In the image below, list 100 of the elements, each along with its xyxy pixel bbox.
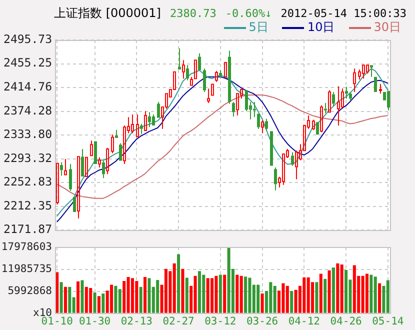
candlestick — [253, 102, 256, 118]
bar — [122, 281, 126, 313]
candlestick — [77, 156, 80, 219]
candlestick — [203, 68, 206, 92]
y-tick-label: 5992868 — [8, 285, 52, 298]
y-tick-label: 2252.83 — [4, 174, 52, 189]
y-tick-label: 2374.28 — [4, 103, 52, 118]
y-tick-label: 11985735 — [1, 263, 52, 276]
bar — [306, 277, 310, 313]
candlestick — [379, 83, 382, 94]
x-tick-label: 01-30 — [78, 315, 111, 328]
candlestick — [219, 70, 222, 78]
bar — [89, 288, 92, 313]
candlestick — [198, 52, 201, 70]
candlestick — [182, 60, 185, 80]
x-tick-label: 02-13 — [120, 315, 152, 328]
bar — [286, 286, 289, 313]
bar — [370, 274, 373, 313]
bar — [139, 286, 142, 313]
bar — [198, 271, 201, 313]
candlestick — [224, 62, 227, 78]
bar — [214, 276, 218, 313]
candlestick — [81, 148, 84, 176]
candlestick — [207, 88, 210, 104]
legend-label: 5日 — [248, 19, 268, 36]
bar — [135, 281, 138, 313]
candlestick — [64, 158, 67, 176]
candlestick — [274, 166, 277, 191]
bar — [118, 289, 122, 313]
bar — [336, 263, 340, 313]
bar — [148, 278, 151, 313]
candlestick — [232, 102, 235, 117]
bar — [206, 278, 210, 313]
bar — [114, 286, 118, 313]
candlestick — [374, 76, 377, 92]
candlestick — [148, 112, 151, 128]
legend-label: 10日 — [307, 19, 335, 36]
text: 2380.73 — [170, 7, 216, 20]
bar — [340, 264, 344, 313]
candlestick — [332, 91, 335, 107]
bar — [80, 280, 84, 313]
candlestick — [349, 91, 352, 101]
bar — [315, 282, 318, 313]
bar — [60, 282, 63, 313]
bar — [172, 263, 176, 313]
candlestick — [257, 114, 260, 130]
bar — [156, 280, 160, 313]
candlestick — [102, 160, 105, 179]
bar — [352, 265, 356, 313]
candlestick — [115, 129, 118, 138]
y-tick-label: 2333.80 — [4, 127, 52, 142]
x-tick-label: 04-26 — [330, 315, 362, 328]
bar — [185, 278, 188, 313]
bar — [240, 276, 243, 313]
bar — [126, 277, 130, 313]
candlestick — [152, 114, 155, 126]
candlestick — [211, 84, 214, 96]
y-tick-label: 2293.32 — [4, 150, 52, 165]
bar — [365, 274, 368, 313]
bar — [144, 277, 147, 313]
y-tick-label: 2414.76 — [4, 80, 52, 94]
candlestick — [316, 122, 319, 135]
candlestick — [270, 131, 273, 166]
candlestick — [85, 156, 88, 177]
bar — [324, 278, 327, 313]
bar — [64, 286, 67, 313]
y-tick-label: 2171.87 — [4, 222, 52, 236]
bar — [68, 286, 72, 313]
bar — [164, 268, 168, 313]
x-tick-label: 04-12 — [288, 315, 320, 328]
candlestick — [131, 114, 134, 134]
candlestick — [362, 64, 365, 80]
bar — [248, 278, 252, 313]
bar — [210, 278, 214, 313]
candlestick — [370, 65, 373, 78]
candlestick — [178, 48, 181, 70]
x-tick-label: 03-26 — [246, 315, 278, 328]
bar — [177, 254, 180, 313]
bar — [102, 294, 105, 313]
candlestick — [144, 110, 147, 132]
candlestick — [194, 60, 197, 80]
candlestick — [140, 123, 143, 134]
candlestick — [324, 102, 327, 114]
y-tick-label: 2455.25 — [4, 56, 52, 70]
bar — [97, 296, 100, 313]
bar — [256, 284, 260, 313]
candlestick — [69, 164, 72, 192]
bar — [218, 274, 222, 313]
bar — [76, 281, 80, 313]
candlestick — [60, 162, 63, 176]
x-tick-label: 05-14 — [372, 315, 404, 328]
x-tick-label: 02-27 — [162, 315, 194, 328]
candlestick — [295, 150, 298, 180]
bar — [269, 282, 272, 313]
bar — [273, 286, 276, 313]
bar — [361, 276, 364, 313]
bar — [332, 267, 335, 313]
y-tick-label: 17978603 — [1, 241, 52, 254]
candlestick — [353, 68, 356, 92]
bar — [84, 286, 88, 313]
